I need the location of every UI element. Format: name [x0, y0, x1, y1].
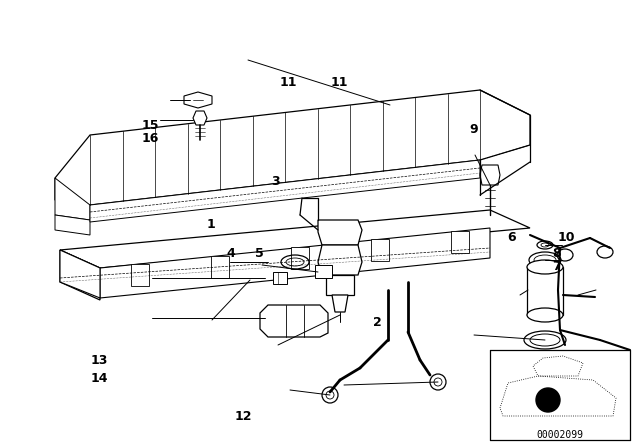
Polygon shape: [480, 165, 500, 185]
Polygon shape: [60, 250, 100, 300]
Text: 6: 6: [508, 231, 516, 244]
Circle shape: [536, 388, 560, 412]
Polygon shape: [315, 265, 332, 278]
Text: 13: 13: [90, 354, 108, 367]
Text: 15: 15: [141, 119, 159, 132]
Polygon shape: [60, 250, 100, 298]
Text: 14: 14: [90, 372, 108, 385]
Ellipse shape: [527, 308, 563, 322]
Text: 7: 7: [552, 260, 561, 273]
Text: 11: 11: [330, 76, 348, 90]
Polygon shape: [193, 111, 207, 125]
Polygon shape: [211, 256, 229, 278]
Text: 2: 2: [373, 316, 382, 329]
Text: 9: 9: [469, 123, 478, 137]
Polygon shape: [90, 160, 480, 222]
Polygon shape: [184, 92, 212, 108]
Polygon shape: [260, 305, 328, 337]
Text: 5: 5: [255, 246, 264, 260]
Polygon shape: [291, 247, 309, 270]
Ellipse shape: [527, 260, 563, 274]
Polygon shape: [451, 231, 469, 253]
Text: 12: 12: [234, 410, 252, 423]
Text: 00002099: 00002099: [536, 430, 584, 440]
Polygon shape: [60, 210, 530, 268]
Text: 1: 1: [207, 217, 216, 231]
Text: 16: 16: [141, 132, 159, 146]
Polygon shape: [55, 178, 90, 220]
Polygon shape: [273, 272, 287, 284]
Text: 10: 10: [557, 231, 575, 244]
Text: 4: 4: [226, 246, 235, 260]
Polygon shape: [318, 245, 362, 275]
Polygon shape: [371, 239, 389, 261]
Polygon shape: [326, 275, 354, 295]
Polygon shape: [131, 264, 149, 286]
Text: 11: 11: [279, 76, 297, 90]
Polygon shape: [332, 295, 348, 312]
Text: 8: 8: [552, 246, 561, 260]
Polygon shape: [527, 267, 563, 315]
Polygon shape: [100, 228, 490, 298]
Polygon shape: [55, 90, 530, 205]
Polygon shape: [318, 220, 362, 245]
Polygon shape: [55, 215, 90, 235]
Ellipse shape: [524, 331, 566, 349]
Text: 3: 3: [271, 175, 280, 188]
